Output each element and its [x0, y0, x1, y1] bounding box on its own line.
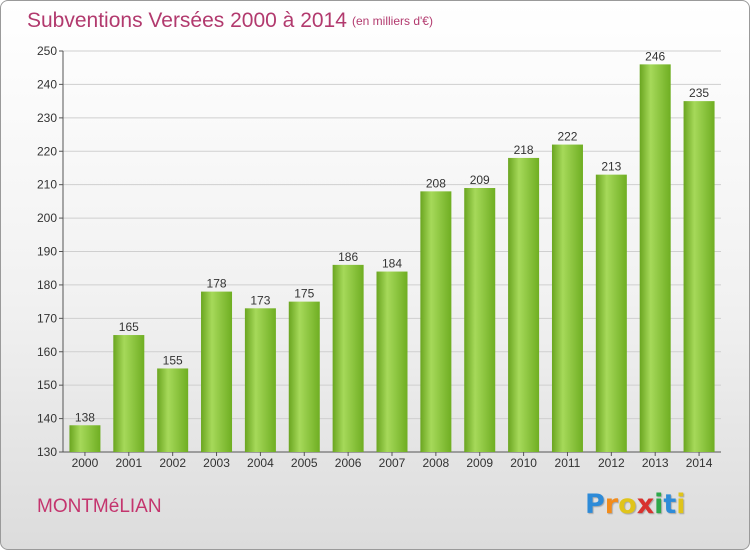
bar — [639, 64, 671, 452]
x-tick-label: 2002 — [159, 456, 186, 470]
bar — [244, 308, 276, 452]
bar — [201, 291, 233, 452]
bar — [420, 191, 452, 452]
data-label: 209 — [470, 173, 490, 187]
y-tick-label: 230 — [37, 111, 57, 125]
data-label: 173 — [250, 293, 270, 307]
y-tick-label: 190 — [37, 245, 57, 259]
x-tick-label: 2004 — [247, 456, 274, 470]
x-tick-label: 2000 — [72, 456, 99, 470]
bar — [595, 174, 627, 452]
y-tick-label: 240 — [37, 77, 57, 91]
x-tick-label: 2005 — [291, 456, 318, 470]
logo-letter: o — [618, 489, 637, 520]
y-tick-label: 180 — [37, 278, 57, 292]
logo-letter: r — [604, 489, 619, 520]
data-label: 235 — [689, 86, 709, 100]
y-tick-label: 220 — [37, 144, 57, 158]
bar — [683, 101, 715, 452]
y-tick-label: 130 — [37, 445, 57, 459]
data-label: 218 — [514, 143, 534, 157]
axes: 130 140 150 160 170 180 190 200 210 220 230 240 250 2… — [37, 44, 721, 470]
data-label: 246 — [645, 49, 665, 63]
chart-title: Subventions Versées 2000 à 2014 — [27, 9, 347, 32]
x-tick-label: 2010 — [510, 456, 537, 470]
bar — [464, 188, 496, 452]
bar — [332, 264, 364, 452]
proxiti-logo: Proxiti — [585, 489, 686, 520]
x-tick-label: 2007 — [379, 456, 406, 470]
data-label: 138 — [75, 410, 95, 424]
bar — [157, 368, 189, 452]
data-label: 155 — [163, 353, 183, 367]
bar — [376, 271, 408, 452]
x-tick-label: 2003 — [203, 456, 230, 470]
x-tick-label: 2008 — [423, 456, 450, 470]
logo-letter: i — [654, 489, 664, 520]
logo-letter: i — [676, 489, 686, 520]
logo-letter: x — [636, 489, 655, 520]
place-name: MONTMéLIAN — [37, 496, 162, 517]
x-tick-label: 2006 — [335, 456, 362, 470]
y-tick-label: 150 — [37, 378, 57, 392]
y-tick-label: 250 — [37, 44, 57, 58]
y-tick-label: 170 — [37, 311, 57, 325]
data-label: 178 — [207, 277, 227, 291]
bar — [551, 144, 583, 453]
x-tick-label: 2012 — [598, 456, 625, 470]
bar — [288, 301, 320, 452]
x-tick-label: 2014 — [686, 456, 713, 470]
data-label: 165 — [119, 320, 139, 334]
bar — [113, 335, 145, 452]
bar — [69, 425, 101, 452]
logo-letter: P — [585, 489, 605, 520]
y-tick-label: 200 — [37, 211, 57, 225]
x-tick-label: 2013 — [642, 456, 669, 470]
y-tick-label: 160 — [37, 345, 57, 359]
x-tick-label: 2009 — [466, 456, 493, 470]
x-tick-label: 2001 — [115, 456, 142, 470]
data-label: 208 — [426, 176, 446, 190]
bar — [508, 157, 540, 452]
data-label: 213 — [601, 160, 621, 174]
data-label: 222 — [557, 130, 577, 144]
chart-subtitle: (en milliers d'€) — [352, 14, 433, 28]
data-labels: 138 165 155 178 173 175 186 184 208 209 218 222 213 2… — [75, 49, 709, 424]
y-tick-label: 210 — [37, 178, 57, 192]
data-label: 184 — [382, 257, 402, 271]
data-label: 175 — [294, 287, 314, 301]
data-label: 186 — [338, 250, 358, 264]
y-tick-label: 140 — [37, 412, 57, 426]
logo-letter: t — [663, 489, 677, 520]
x-tick-label: 2011 — [555, 456, 581, 470]
bars — [69, 64, 715, 453]
